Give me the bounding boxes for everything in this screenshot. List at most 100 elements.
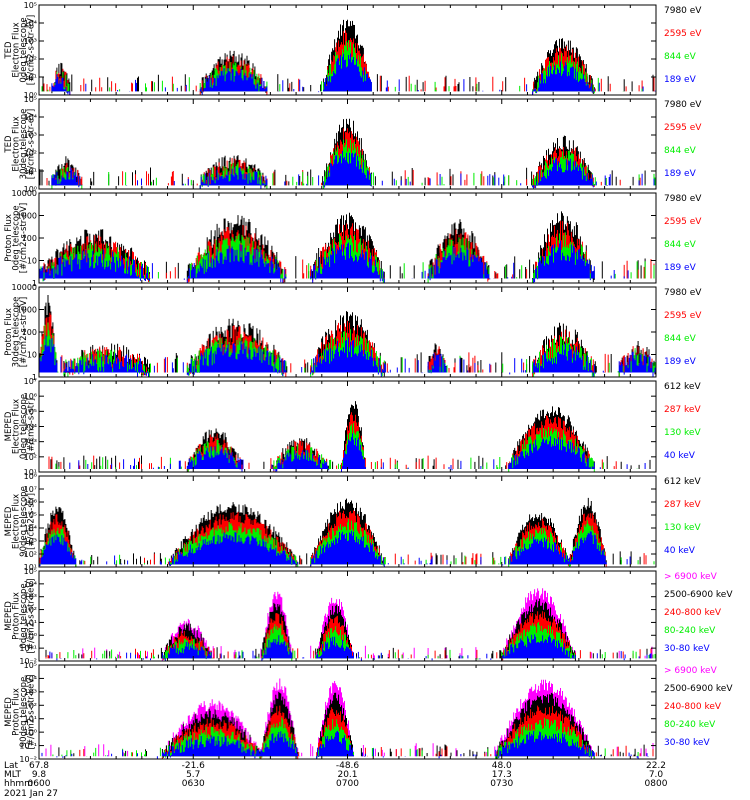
legend-entry: 30-80 keV bbox=[664, 738, 710, 748]
y-tick-label: 10³ bbox=[24, 688, 37, 697]
x-tick-mlt: 5.7 bbox=[186, 770, 200, 780]
y-tick-label: 10² bbox=[24, 606, 37, 615]
y-tick-label: 10⁴ bbox=[24, 19, 37, 28]
legend-entry: 2595 eV bbox=[664, 29, 702, 39]
y-axis-label: [#/cm2-s-str] bbox=[27, 493, 37, 550]
y-axis-label: 90deg telescope bbox=[19, 677, 29, 748]
x-tick-lat: 22.2 bbox=[646, 761, 666, 771]
y-axis-label: 30deg telescope bbox=[12, 297, 22, 368]
y-tick-label: 10⁸ bbox=[24, 472, 37, 481]
legend-entry: 287 keV bbox=[664, 500, 701, 510]
legend-entry: 40 keV bbox=[664, 451, 696, 461]
legend-entry: 240-800 keV bbox=[664, 608, 722, 618]
x-tick-lat: -21.6 bbox=[182, 761, 206, 771]
y-tick-label: 10¹ bbox=[24, 73, 37, 82]
y-tick-label: 10³ bbox=[24, 131, 37, 140]
y-tick-label: 1000 bbox=[17, 212, 37, 221]
y-tick-label: 10 bbox=[27, 351, 37, 360]
y-tick-label: 10⁴ bbox=[24, 524, 37, 533]
legend-entry: 2595 eV bbox=[664, 311, 702, 321]
y-tick-label: 10⁵ bbox=[24, 95, 37, 104]
y-tick-label: 10⁴ bbox=[24, 423, 37, 432]
y-tick-label: 10⁵ bbox=[24, 511, 37, 520]
x-tick-mlt: 7.0 bbox=[649, 770, 664, 780]
y-axis-label: 0deg telescope bbox=[19, 17, 29, 82]
series-5-trace bbox=[49, 634, 652, 661]
legend-entry: 189 eV bbox=[664, 357, 697, 367]
y-tick-label: 10² bbox=[24, 550, 37, 559]
legend-entry: > 6900 keV bbox=[664, 572, 718, 582]
y-tick-label: 10⁰ bbox=[24, 91, 37, 100]
x-tick-mlt: 20.1 bbox=[337, 770, 357, 780]
y-tick-label: 10⁵ bbox=[24, 661, 37, 670]
x-tick-time: 0800 bbox=[645, 779, 668, 789]
x-tick-lat: -48.6 bbox=[336, 761, 360, 771]
x-tick-mlt: 9.8 bbox=[32, 770, 47, 780]
legend-entry: 2500-6900 keV bbox=[664, 684, 733, 694]
legend-entry: 7980 eV bbox=[664, 6, 702, 16]
y-axis-label: 30deg telescope bbox=[19, 109, 29, 180]
legend-entry: 240-800 keV bbox=[664, 702, 722, 712]
y-axis-label: Electron Flux bbox=[12, 22, 22, 77]
y-tick-label: 10000 bbox=[12, 283, 37, 292]
x-tick-time: 0600 bbox=[28, 779, 51, 789]
legend-entry: 7980 eV bbox=[664, 100, 702, 110]
y-tick-label: 10⁷ bbox=[24, 485, 37, 494]
y-tick-label: 10⁶ bbox=[24, 498, 37, 507]
legend-entry: 2500-6900 keV bbox=[664, 590, 733, 600]
y-tick-label: 10³ bbox=[24, 537, 37, 546]
y-tick-label: 10⁴ bbox=[24, 113, 37, 122]
y-axis-label: 0deg telescope bbox=[19, 394, 29, 459]
y-axis-label: 90deg telescope bbox=[19, 486, 29, 557]
legend-entry: 612 keV bbox=[664, 382, 701, 392]
legend-entry: 189 eV bbox=[664, 75, 697, 85]
y-tick-label: 10¹ bbox=[24, 563, 37, 572]
y-tick-label: 1000 bbox=[17, 306, 37, 315]
legend-entry: 130 keV bbox=[664, 523, 701, 533]
x-tick-mlt: 17.3 bbox=[492, 770, 512, 780]
y-axis-label: 0deg telescope bbox=[12, 205, 22, 270]
series-5-trace bbox=[41, 730, 649, 759]
y-axis-label: MEPED bbox=[4, 601, 14, 631]
y-tick-label: 10¹ bbox=[24, 618, 37, 627]
y-axis-label: [#/cm2-s-str-eV] bbox=[19, 297, 29, 367]
y-tick-label: 10² bbox=[24, 701, 37, 710]
y-tick-label: 10² bbox=[24, 453, 37, 462]
y-axis-label: Proton Flux bbox=[12, 592, 22, 640]
y-tick-label: 10¹ bbox=[24, 468, 37, 477]
y-tick-label: 10³ bbox=[24, 593, 37, 602]
y-tick-label: 100 bbox=[22, 328, 37, 337]
y-tick-label: 10⁵ bbox=[24, 1, 37, 10]
x-tick-lat: 48.0 bbox=[492, 761, 512, 771]
y-tick-label: 10³ bbox=[24, 37, 37, 46]
y-axis-label: Electron Flux bbox=[12, 399, 22, 454]
legend-entry: > 6900 keV bbox=[664, 666, 718, 676]
legend-entry: 844 eV bbox=[664, 240, 697, 250]
y-axis-label: MEPED bbox=[4, 411, 14, 441]
x-tick-time: 0630 bbox=[182, 779, 205, 789]
lat-row-label: Lat bbox=[4, 761, 19, 771]
y-axis-label: TED bbox=[4, 41, 14, 60]
legend-entry: 130 keV bbox=[664, 428, 701, 438]
y-tick-label: 10¹ bbox=[24, 715, 37, 724]
y-axis-label: [#/cm2-s-str-keV] bbox=[27, 579, 37, 654]
y-axis-label: 0deg telescope bbox=[19, 583, 29, 648]
y-tick-label: 10⁰ bbox=[24, 185, 37, 194]
legend-entry: 7980 eV bbox=[664, 194, 702, 204]
y-axis-label: MEPED bbox=[4, 506, 14, 536]
y-tick-label: 10⁴ bbox=[24, 674, 37, 683]
date-label: 2021 Jan 27 bbox=[4, 789, 58, 799]
legend-entry: 40 keV bbox=[664, 546, 696, 556]
y-tick-label: 10⁻² bbox=[19, 657, 37, 666]
y-tick-label: 10⁵ bbox=[24, 407, 37, 416]
